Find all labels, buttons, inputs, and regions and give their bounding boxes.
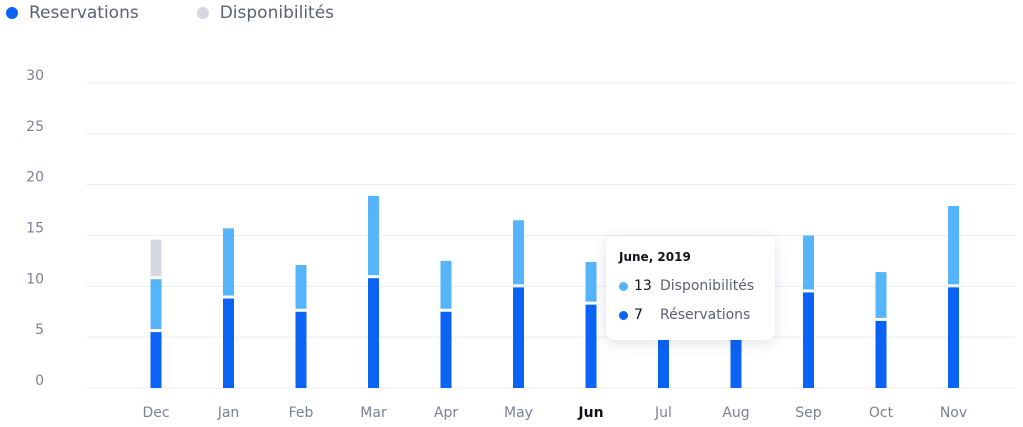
x-tick-label: Jul [654,405,672,421]
bar-segment-disponibilits [223,228,234,296]
bar-segment-other [150,239,162,277]
x-tick-label: Oct [869,405,894,421]
bar-segment-reservations [585,304,597,388]
x-tick-label: May [504,405,533,421]
y-tick-label: 10 [26,271,44,287]
x-tick-label: Apr [434,405,458,421]
x-tick-label: Jan [217,405,240,421]
bar-segment-disponibilits [803,235,814,290]
bar-segment-reservations [295,311,307,388]
bar-segment-disponibilits [948,206,959,285]
bar-segment-reservations [513,287,524,388]
tooltip-dot-disponibilites [619,281,628,291]
y-tick-label: 5 [35,322,44,338]
bar-segment-reservations [948,287,959,388]
legend-item-disponibilites[interactable]: Disponibilités [191,3,334,23]
bar-segment-reservations [875,320,887,388]
y-tick-label: 0 [35,373,44,389]
bar-segment-disponibilits [875,272,887,318]
x-tick-label: Mar [360,405,387,421]
x-axis-ticks: Dec Jan Feb Mar Apr May Jun Jul Aug Sep Oct Nov [142,405,967,421]
bar-segment-reservations [803,292,814,388]
bar-segment-disponibilits [368,195,379,276]
y-tick-label: 20 [26,170,44,186]
grid-lines [86,82,1015,389]
bar-segment-disponibilits [295,264,307,309]
legend-dot-reservations [6,7,18,19]
legend-label-disponibilites: Disponibilités [219,3,335,23]
legend-dot-disponibilites [196,7,209,19]
y-tick-label: 15 [26,221,44,237]
legend-label-reservations: Reservations [29,3,139,23]
bar-segment-reservations [440,311,452,388]
y-tick-label: 30 [26,68,44,84]
tooltip: June, 2019 13 Disponibilités 7 Réservati… [606,236,775,340]
tooltip-dot-reservations [619,310,628,320]
bar-segment-reservations [368,278,379,388]
bar-segment-reservations [223,298,234,388]
bar-segment-disponibilits [513,220,524,285]
x-tick-label: Aug [722,405,749,421]
y-axis-ticks: 0 5 10 15 20 25 30 [26,68,44,389]
bar-segment-reservations [730,316,742,388]
bar-segment-reservations [150,332,162,388]
x-tick-label: Sep [795,405,822,421]
bar-segment-disponibilits [585,261,597,302]
y-tick-label: 25 [26,119,44,135]
tooltip-row-disponibilites: 13 Disponibilités [619,276,763,296]
x-tick-label: Dec [142,405,169,421]
tooltip-label-disponibilites: Disponibilités [660,278,755,294]
bar-segment-reservations [658,327,669,388]
tooltip-value-disponibilites: 13 [634,278,652,294]
tooltip-row-reservations: 7 Réservations [619,305,763,325]
bar-segment-disponibilits [150,279,162,330]
x-tick-label: Feb [289,405,314,421]
legend-item-reservations[interactable]: Reservations [0,3,139,23]
tooltip-label-reservations: Réservations [660,307,751,323]
chart-legend: Reservations Disponibilités [0,0,386,26]
tooltip-value-reservations: 7 [634,307,643,323]
x-tick-label: Nov [940,405,967,421]
bar-segment-disponibilits [440,260,452,309]
tooltip-title: June, 2019 [619,250,691,264]
bars [150,195,959,388]
x-tick-label: Jun [577,405,603,421]
